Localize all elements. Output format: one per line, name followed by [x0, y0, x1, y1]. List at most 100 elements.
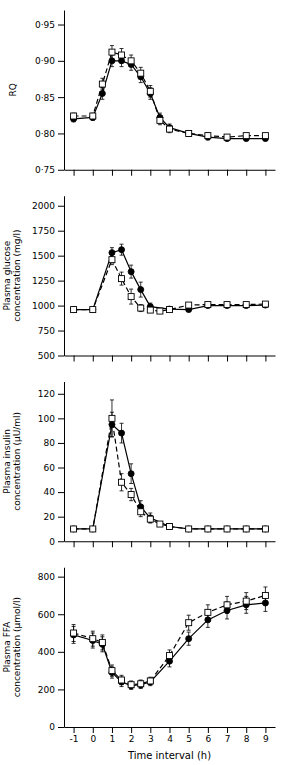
xticks-tick: 8	[244, 727, 250, 744]
xticks-tick-mark	[131, 356, 132, 362]
yticks-axis: 0·750·800·850·900·95	[35, 11, 65, 176]
yticks-tick-label: 400	[38, 647, 55, 657]
marker	[167, 524, 173, 530]
yticks-tick: 0	[49, 537, 64, 547]
marker	[262, 592, 268, 598]
xticks-tick	[170, 541, 171, 547]
plot-area	[71, 244, 269, 314]
error-bar	[120, 677, 124, 686]
marker	[186, 130, 192, 136]
series-line	[74, 260, 266, 311]
xticks-tick-mark	[227, 727, 228, 733]
yticks-tick-label: 40	[44, 487, 56, 497]
xticks-tick-mark	[150, 356, 151, 362]
xticks-tick	[131, 541, 132, 547]
xticks-tick-mark	[150, 170, 151, 176]
yticks-tick-mark	[58, 331, 64, 332]
yticks-tick-label: 20	[44, 512, 56, 522]
xticks-tick	[112, 541, 113, 547]
yticks-tick-label: 0	[49, 537, 55, 547]
panel: 020406080100120Plasma insulinconcentrati…	[2, 382, 276, 547]
marker	[71, 307, 77, 313]
xticks-tick: -1	[70, 727, 79, 744]
yticks-tick-mark	[58, 281, 64, 282]
yticks-tick-mark	[58, 231, 64, 232]
xticks-tick-mark	[150, 727, 151, 733]
xticks-tick-mark	[93, 356, 94, 362]
marker	[224, 526, 230, 532]
marker	[167, 126, 173, 132]
marker	[224, 602, 230, 608]
yticks-tick: 200	[38, 685, 64, 695]
error-bar	[187, 527, 191, 532]
xticks-tick	[246, 541, 247, 547]
marker	[243, 303, 249, 309]
error-bar	[244, 527, 248, 532]
error-bar	[91, 527, 95, 532]
marker	[205, 302, 211, 308]
xticks-tick-mark	[189, 727, 190, 733]
error-bar	[120, 675, 124, 684]
yticks-tick: 20	[44, 512, 64, 522]
series-line	[74, 418, 266, 529]
xticks-tick-mark	[131, 727, 132, 733]
xticks-tick-mark	[93, 170, 94, 176]
xticks-tick	[189, 541, 190, 547]
series	[71, 255, 269, 314]
error-bar	[139, 680, 143, 688]
yticks-tick: 0·85	[35, 93, 64, 103]
xticks-tick-label: -1	[70, 734, 79, 744]
yticks-tick-mark	[58, 170, 64, 171]
yticks-tick: 80	[44, 438, 64, 448]
marker	[186, 130, 192, 136]
yticks-tick: 2000	[32, 201, 64, 211]
marker	[128, 294, 134, 300]
marker	[90, 307, 96, 313]
xticks-tick-mark	[246, 170, 247, 176]
marker	[90, 636, 96, 642]
xticks-tick	[265, 170, 266, 176]
xticks-tick	[150, 356, 151, 362]
error-bar	[139, 681, 143, 689]
error-bar	[206, 605, 210, 620]
marker	[147, 516, 153, 522]
xticks-tick	[227, 541, 228, 547]
marker	[186, 636, 192, 642]
xticks-tick-mark	[227, 356, 228, 362]
series	[71, 412, 269, 532]
marker	[71, 526, 77, 532]
yticks-tick-label: 800	[38, 572, 55, 582]
yticks-tick-label: 80	[44, 438, 56, 448]
yticks-tick-mark	[58, 443, 64, 444]
marker	[99, 639, 105, 645]
yticks-tick-mark	[58, 689, 64, 690]
xticks-tick-mark	[93, 541, 94, 547]
marker	[90, 307, 96, 313]
marker	[224, 302, 230, 308]
marker	[262, 133, 268, 139]
xticks-tick: 7	[225, 727, 231, 744]
yticks-tick-label: 1250	[32, 276, 55, 286]
xticks-tick-label: 7	[225, 734, 231, 744]
error-bar	[225, 527, 229, 532]
xticks-tick	[170, 356, 171, 362]
error-bar	[72, 527, 76, 532]
xticks-tick-mark	[246, 356, 247, 362]
xticks-tick-label: 9	[263, 734, 269, 744]
xticks-tick	[265, 356, 266, 362]
series	[71, 55, 269, 142]
panel: 0·750·800·850·900·95RQ	[8, 11, 276, 176]
xticks-tick	[246, 356, 247, 362]
yticks-tick-label: 120	[38, 389, 55, 399]
xticks-tick	[74, 356, 75, 362]
yticks-tick-label: 100	[38, 414, 55, 424]
xticks-tick	[112, 170, 113, 176]
error-bar	[129, 488, 133, 500]
yticks-tick-label: 1750	[32, 226, 55, 236]
yticks-axis-line	[64, 382, 65, 542]
yticks-tick-label: 750	[38, 326, 55, 336]
error-bar	[72, 527, 76, 532]
xticks-tick	[208, 541, 209, 547]
plot-area	[71, 46, 269, 142]
plot-area	[71, 587, 269, 689]
